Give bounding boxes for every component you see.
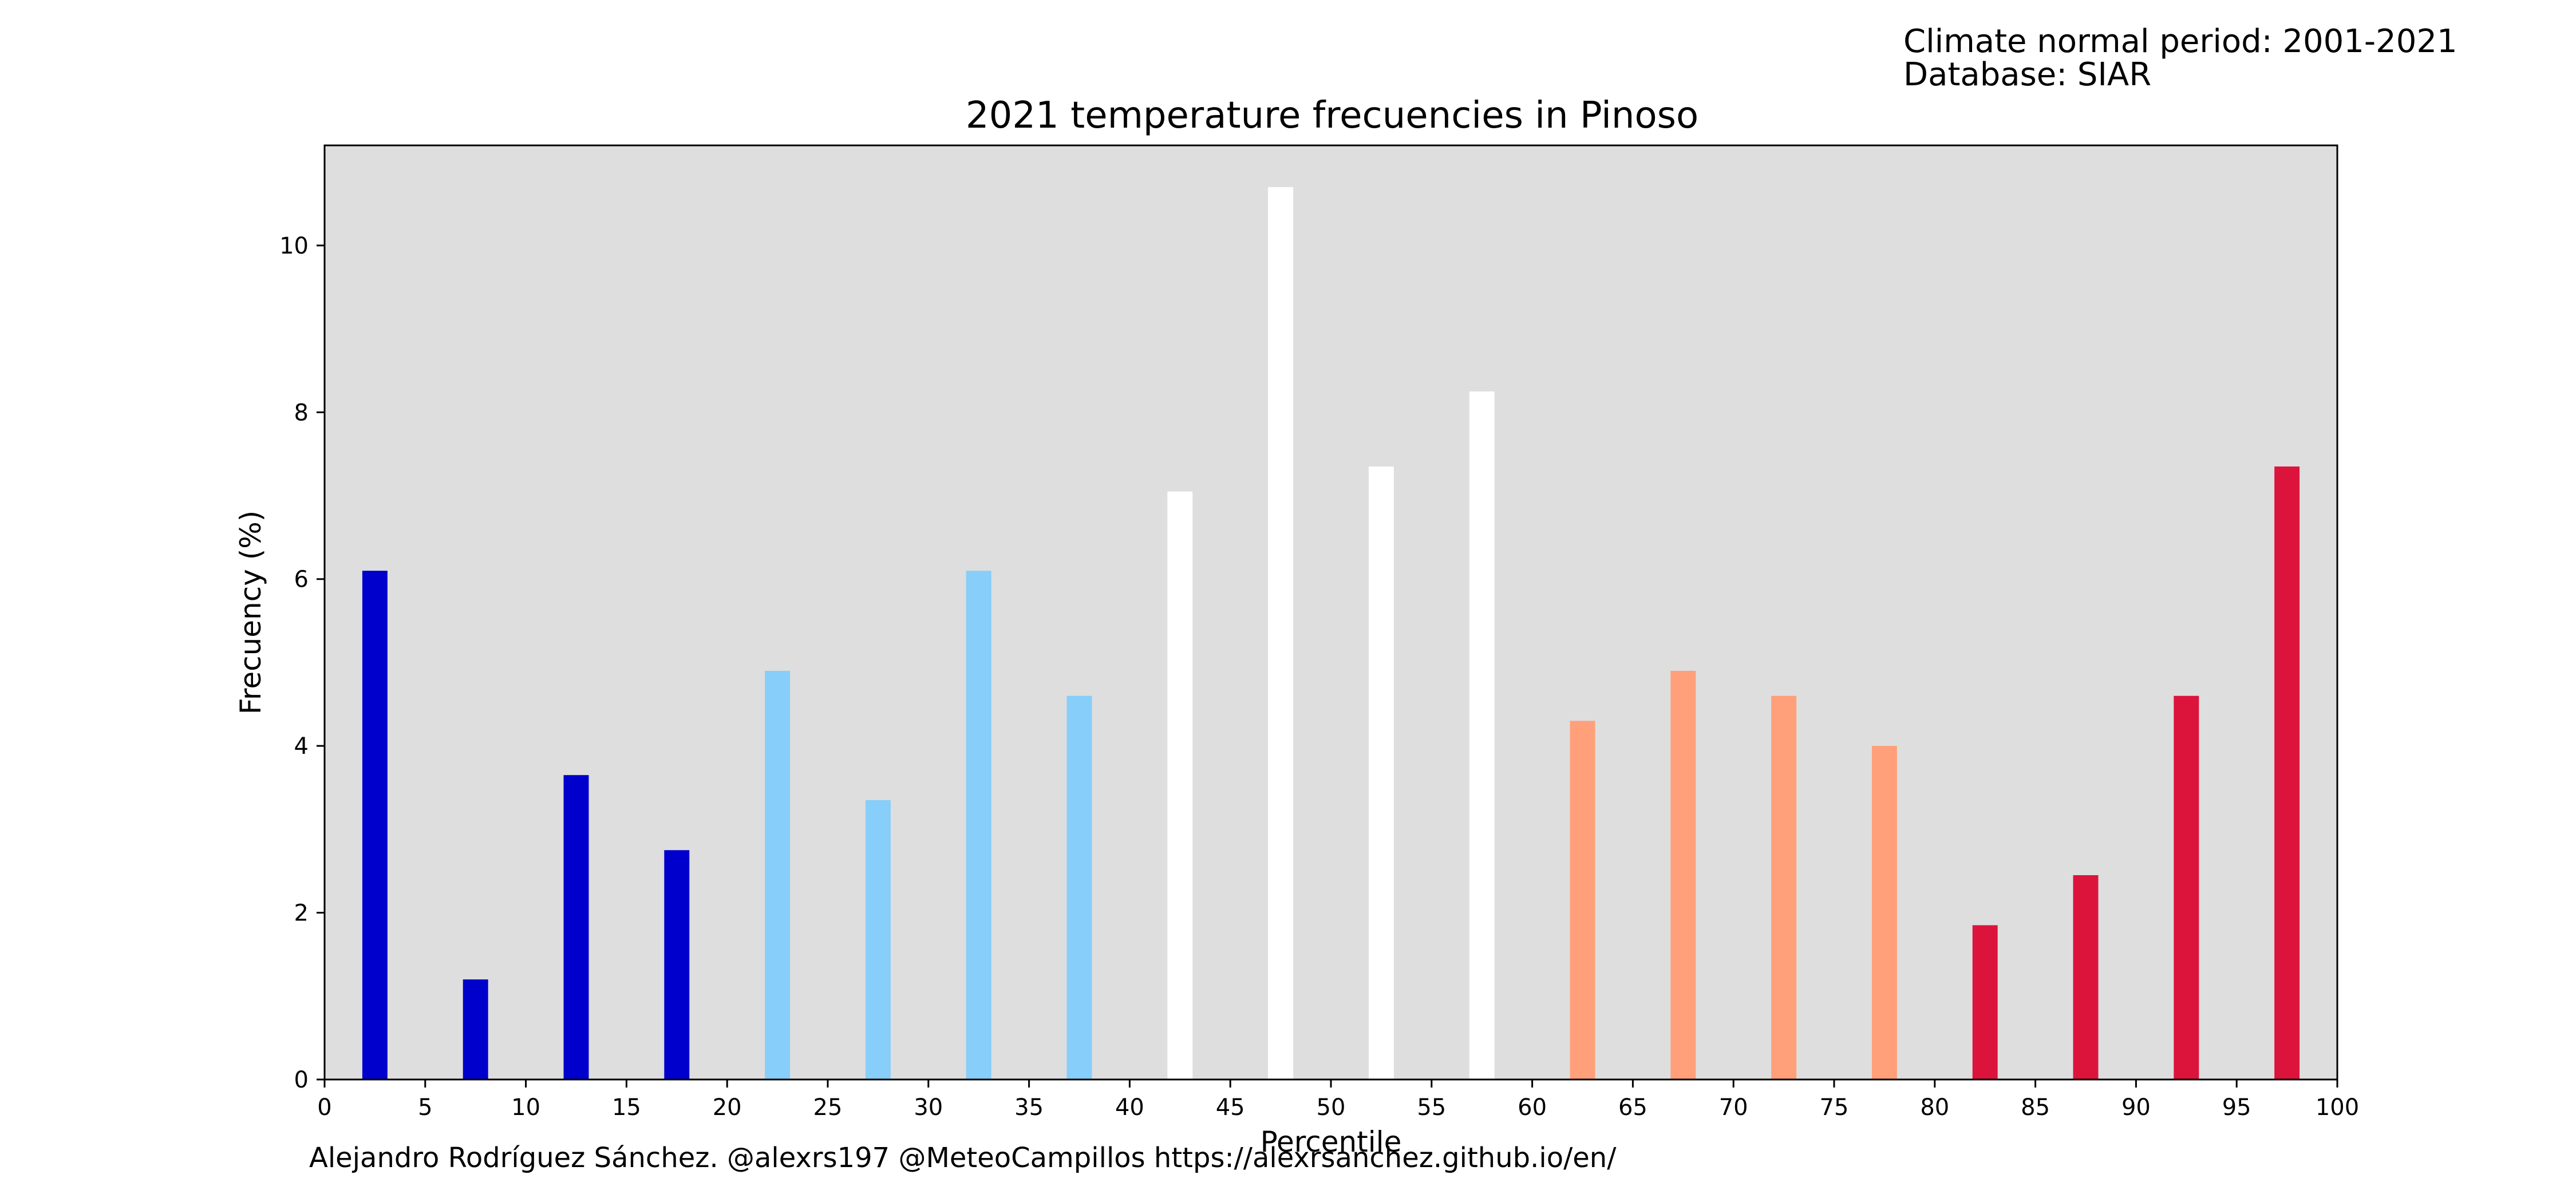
- y-tick-label: 2: [294, 900, 309, 927]
- x-tick-label: 40: [1115, 1094, 1144, 1121]
- x-tick-label: 80: [1920, 1094, 1949, 1121]
- x-tick-label: 85: [2021, 1094, 2050, 1121]
- x-tick-label: 35: [1014, 1094, 1044, 1121]
- x-axis-ticks: 0 5 10 15 20 25 30 35 40 45 50 55 60 65 70 75 80 85 90 95 10…: [317, 1080, 2359, 1121]
- y-tick-label: 0: [294, 1067, 309, 1093]
- y-axis-label: Frecuency (%): [234, 511, 267, 714]
- y-tick-label: 4: [294, 733, 309, 760]
- bar: [966, 571, 991, 1080]
- x-tick-label: 75: [1820, 1094, 1849, 1121]
- x-tick-label: 0: [317, 1094, 331, 1121]
- x-tick-label: 50: [1317, 1094, 1346, 1121]
- bar: [1268, 187, 1294, 1080]
- bar: [765, 671, 791, 1080]
- bar: [1670, 671, 1696, 1080]
- bar: [1771, 695, 1797, 1080]
- database-label: Database: SIAR: [1903, 56, 2152, 93]
- bar: [2174, 695, 2199, 1080]
- y-tick-label: 8: [294, 400, 309, 426]
- bar: [1871, 746, 1897, 1080]
- chart-title: 2021 temperature frecuencies in Pinoso: [966, 94, 1698, 137]
- x-tick-label: 95: [2222, 1094, 2251, 1121]
- bar: [563, 775, 589, 1080]
- bar: [865, 800, 891, 1080]
- bar: [1570, 721, 1595, 1080]
- x-axis-label: Percentile: [1261, 1125, 1402, 1158]
- x-tick-label: 30: [914, 1094, 943, 1121]
- bar: [664, 850, 690, 1080]
- y-tick-label: 10: [279, 233, 309, 259]
- x-tick-label: 60: [1518, 1094, 1547, 1121]
- x-tick-label: 10: [511, 1094, 540, 1121]
- bar: [1972, 925, 1998, 1080]
- climate-period-label: Climate normal period: 2001-2021: [1903, 23, 2458, 60]
- bar: [362, 571, 388, 1080]
- plot-area: [325, 145, 2337, 1080]
- x-tick-label: 20: [713, 1094, 742, 1121]
- x-tick-label: 90: [2121, 1094, 2151, 1121]
- bar: [463, 979, 488, 1080]
- bar: [1066, 695, 1092, 1080]
- bar: [1469, 391, 1495, 1080]
- x-tick-label: 45: [1216, 1094, 1245, 1121]
- bar: [2073, 875, 2099, 1080]
- bar: [1368, 466, 1394, 1080]
- y-axis-ticks: 0 2 4 6 8 10: [279, 233, 325, 1093]
- x-tick-label: 55: [1417, 1094, 1446, 1121]
- x-tick-label: 70: [1719, 1094, 1748, 1121]
- credit-line: Alejandro Rodríguez Sánchez. @alexrs197 …: [309, 1142, 1617, 1174]
- bar: [1167, 491, 1193, 1080]
- x-tick-label: 100: [2316, 1094, 2359, 1121]
- bar: [2274, 466, 2300, 1080]
- bar-series: [362, 187, 2300, 1080]
- x-tick-label: 25: [813, 1094, 843, 1121]
- x-tick-label: 15: [612, 1094, 641, 1121]
- x-tick-label: 5: [418, 1094, 432, 1121]
- x-tick-label: 65: [1618, 1094, 1647, 1121]
- y-tick-label: 6: [294, 567, 309, 593]
